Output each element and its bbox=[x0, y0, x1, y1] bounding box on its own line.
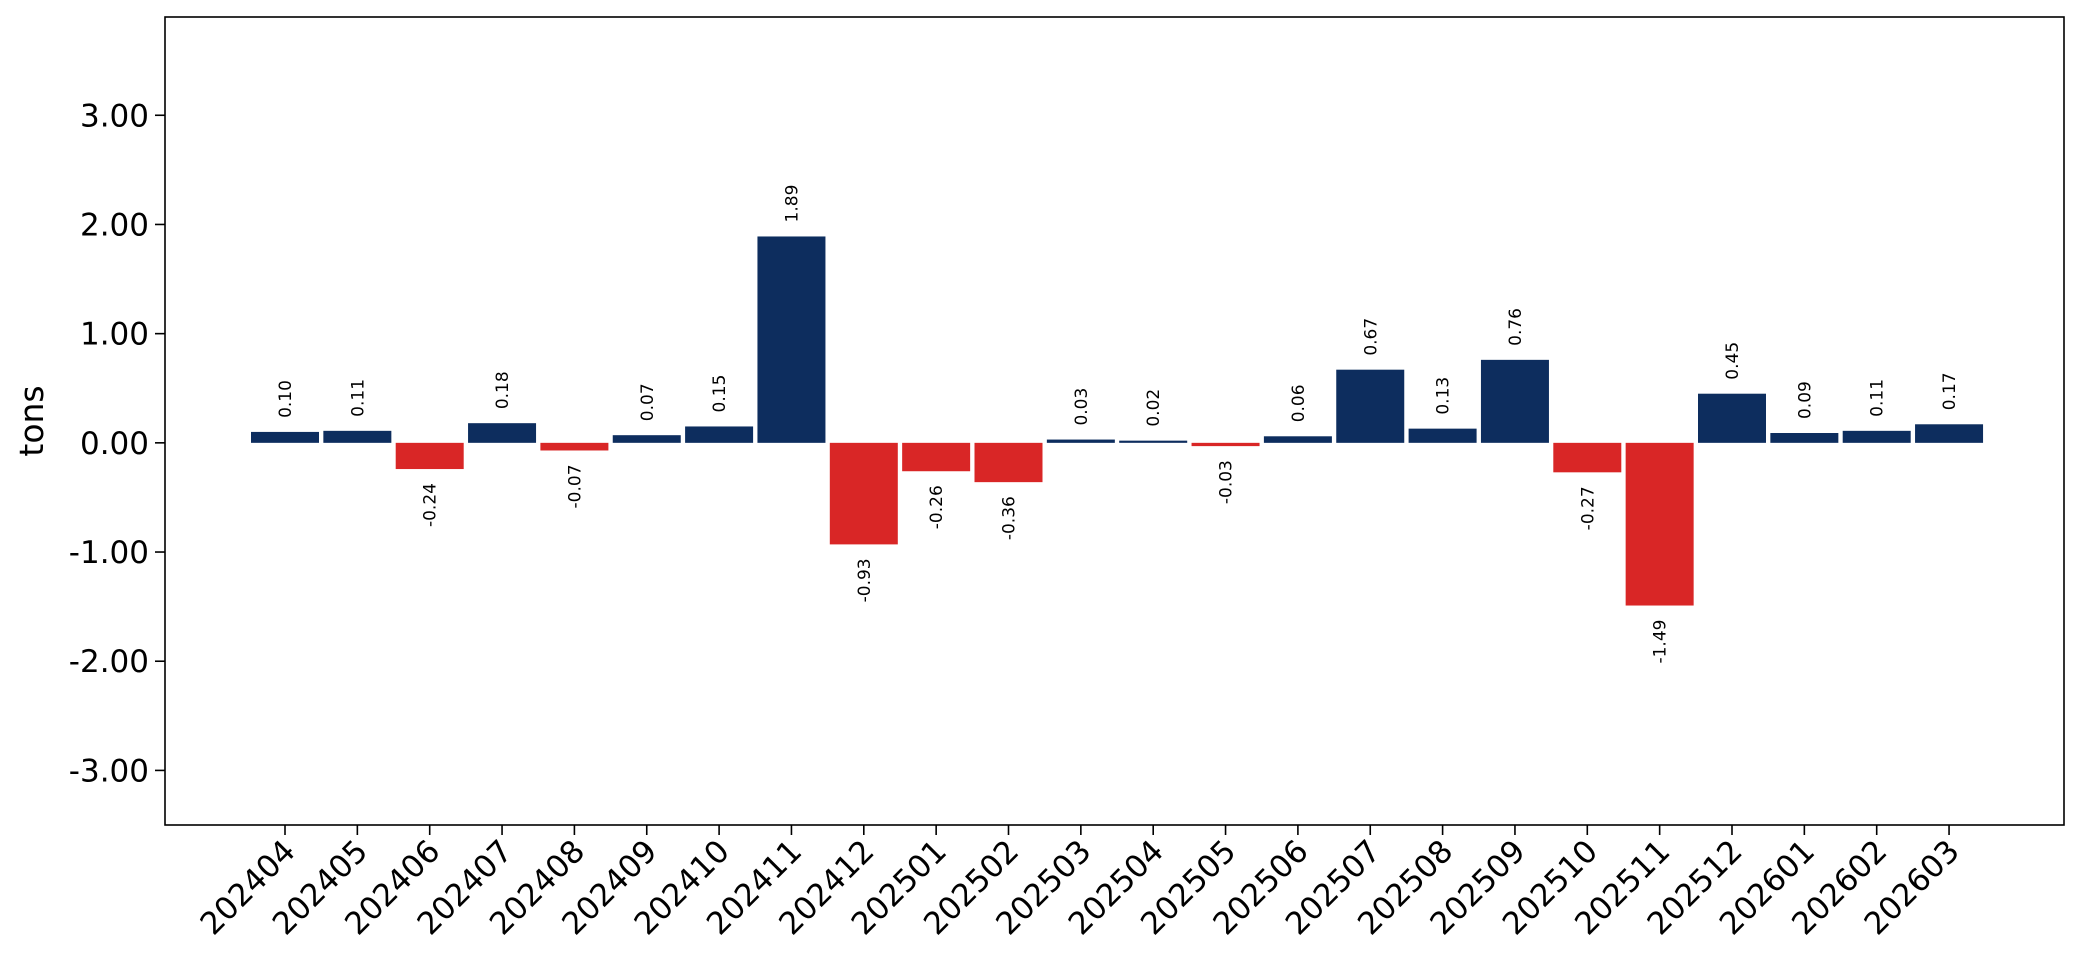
value-label-202405: 0.11 bbox=[348, 379, 368, 417]
bar-202601 bbox=[1770, 433, 1839, 443]
value-label-202603: 0.17 bbox=[1940, 372, 1960, 410]
bar-202508 bbox=[1408, 428, 1477, 443]
bar-202507 bbox=[1336, 369, 1405, 443]
value-label-202509: 0.76 bbox=[1506, 308, 1526, 346]
bar-202506 bbox=[1263, 436, 1332, 443]
value-label-202503: 0.03 bbox=[1072, 388, 1092, 426]
y-axis: 3.00 2.00 1.00 0.00 -1.00 -2.00 -3.00 bbox=[69, 98, 165, 789]
value-label-202407: 0.18 bbox=[493, 371, 513, 409]
y-axis-label: tons bbox=[12, 385, 51, 456]
bar-202502 bbox=[974, 442, 1043, 483]
bar-202602 bbox=[1842, 430, 1911, 443]
value-label-202504: 0.02 bbox=[1144, 389, 1164, 427]
bar-202504 bbox=[1119, 440, 1188, 443]
value-label-202501: -0.26 bbox=[927, 485, 947, 529]
bar-202411 bbox=[757, 236, 826, 443]
bar-202406 bbox=[395, 442, 464, 470]
value-label-202411: 1.89 bbox=[782, 185, 802, 223]
value-label-202508: 0.13 bbox=[1434, 377, 1454, 415]
value-label-202406: -0.24 bbox=[421, 483, 441, 527]
y-tick-label: 2.00 bbox=[80, 207, 149, 243]
value-label-202409: 0.07 bbox=[638, 383, 658, 421]
bar-202501 bbox=[902, 442, 971, 472]
bar-202603 bbox=[1915, 424, 1984, 443]
value-label-202412: -0.93 bbox=[855, 558, 875, 602]
bar-202409 bbox=[612, 435, 681, 443]
y-tick-label: -1.00 bbox=[69, 535, 149, 571]
y-tick-label: -3.00 bbox=[69, 753, 149, 789]
value-label-202510: -0.27 bbox=[1578, 486, 1598, 530]
value-label-202507: 0.67 bbox=[1361, 318, 1381, 356]
value-label-202506: 0.06 bbox=[1289, 384, 1309, 422]
value-label-202511: -1.49 bbox=[1651, 620, 1671, 664]
bar-202410 bbox=[685, 426, 754, 443]
bar-202404 bbox=[251, 431, 319, 443]
y-tick-label: -2.00 bbox=[69, 644, 149, 680]
bar-202512 bbox=[1698, 393, 1766, 443]
bar-202505 bbox=[1191, 442, 1260, 447]
plot-area: 0.10 0.11 -0.24 0.18 -0.07 0.07 0.15 1.89 -0.93 -… bbox=[251, 185, 1984, 664]
y-tick-label: 1.00 bbox=[80, 317, 149, 353]
value-label-202505: -0.03 bbox=[1217, 460, 1237, 504]
plot-frame bbox=[164, 16, 2065, 826]
value-label-202404: 0.10 bbox=[276, 380, 296, 418]
value-label-202602: 0.11 bbox=[1868, 379, 1888, 417]
bar-202412 bbox=[829, 442, 898, 545]
value-label-202408: -0.07 bbox=[565, 464, 585, 508]
bar-202511 bbox=[1625, 442, 1694, 606]
value-label-202512: 0.45 bbox=[1723, 342, 1743, 380]
bar-202510 bbox=[1553, 442, 1622, 473]
bar-202503 bbox=[1046, 439, 1115, 443]
value-label-202502: -0.36 bbox=[1000, 496, 1020, 540]
bar-202408 bbox=[540, 442, 609, 451]
x-axis: 2024042024052024062024072024082024092024… bbox=[194, 825, 1967, 942]
y-tick-label: 0.00 bbox=[80, 426, 149, 462]
value-label-202410: 0.15 bbox=[710, 375, 730, 413]
bar-202405 bbox=[323, 430, 392, 443]
bar-202407 bbox=[468, 423, 537, 443]
bar-202509 bbox=[1480, 359, 1549, 443]
y-tick-label: 3.00 bbox=[80, 98, 149, 134]
value-label-202601: 0.09 bbox=[1795, 381, 1815, 419]
